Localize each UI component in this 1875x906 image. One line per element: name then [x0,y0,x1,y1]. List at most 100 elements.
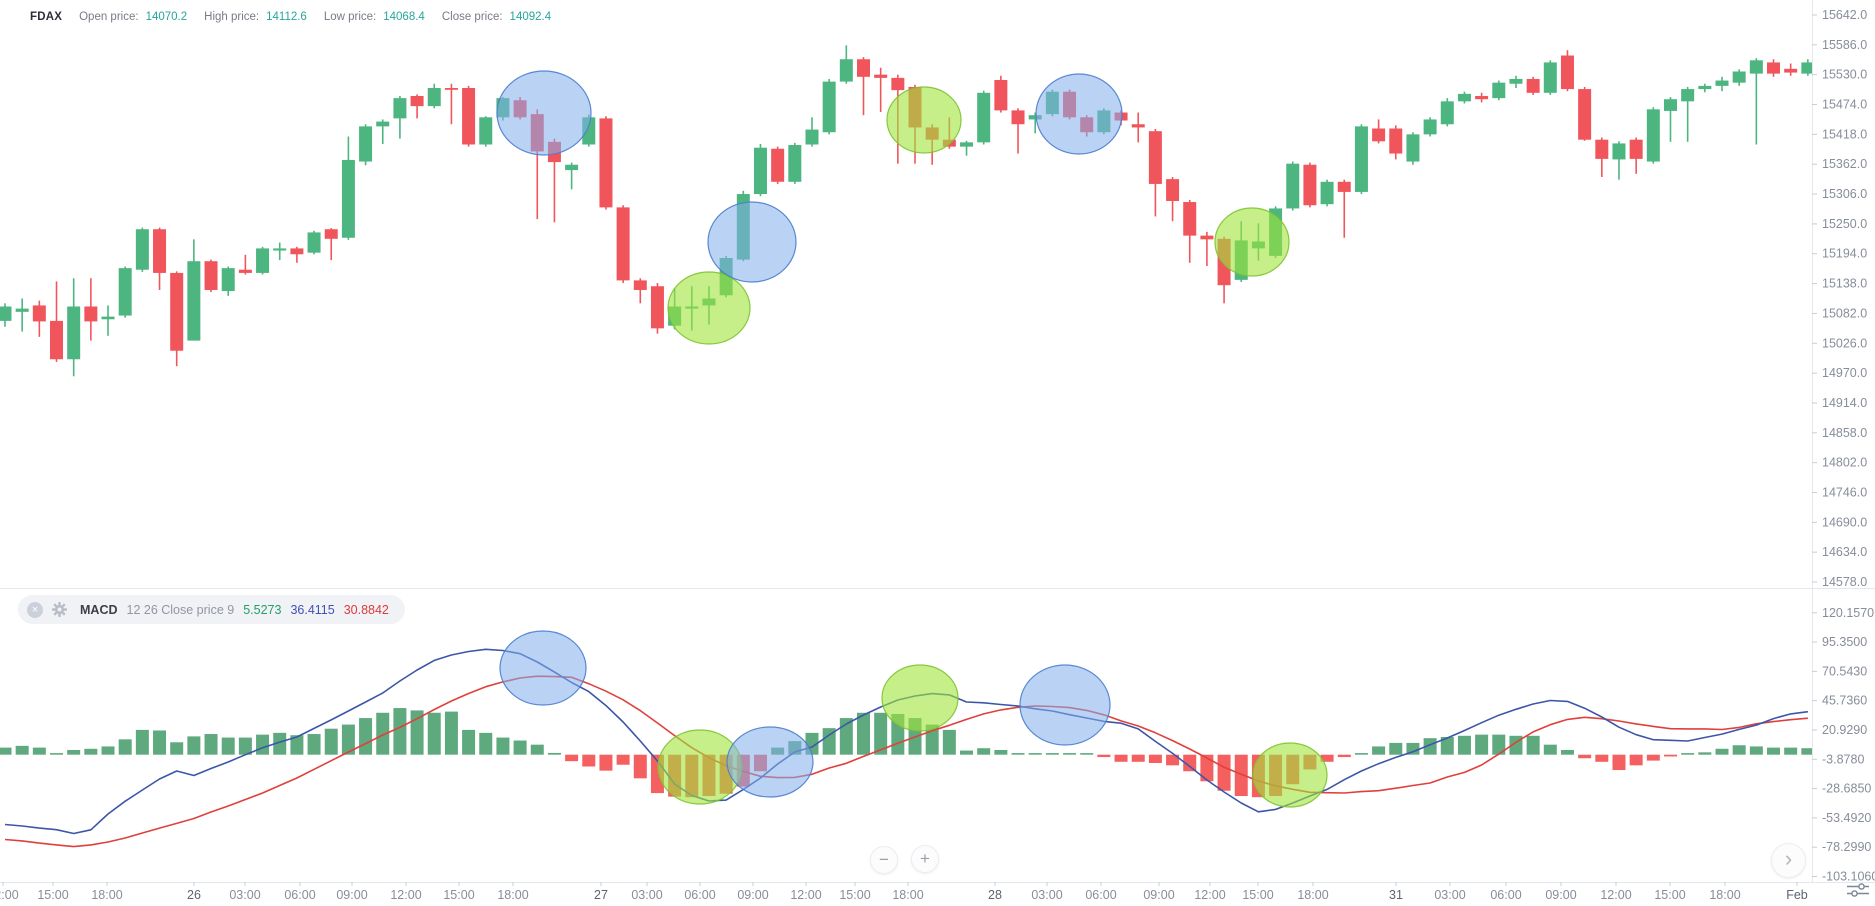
histogram-bar [256,734,270,755]
histogram-bar [1715,748,1729,755]
histogram-bar [1767,747,1781,755]
zoom-in-button[interactable]: + [911,845,939,873]
time-label: 15:00 [1654,888,1685,902]
price-axis[interactable]: 15642.0 15586.0 15530.0 15474.0 15418.0 15362… [1812,8,1867,589]
candle-body [1698,85,1712,90]
time-axis[interactable]: 12:00 15:00 18:00 26 03:00 06:00 09:00 12:00 15:… [0,882,1808,902]
histogram-bar [1612,754,1626,771]
histogram-bar [84,748,98,755]
histogram-bar [1389,742,1403,755]
time-day-label: Feb [1786,888,1808,902]
time-label: 15:00 [37,888,68,902]
highlight-ellipse-green [881,664,959,732]
indicator-settings-gear-icon[interactable] [52,602,67,617]
histogram-bar [462,729,476,755]
macd-legend: × MACD 12 26 Close price 9 5.5273 36.411… [18,595,405,624]
macd-signal-line [4,675,1808,848]
candle-body [1578,89,1592,140]
histogram-bar [565,754,579,762]
candle-body [1406,134,1420,162]
time-label: 06:00 [684,888,715,902]
highlight-ellipse-green [1214,207,1290,277]
time-day-label: 31 [1389,888,1403,902]
candle-body [462,88,476,145]
candle-body [15,308,29,312]
candle-body [1732,71,1746,83]
histogram-bar [273,732,287,755]
candle-body [788,145,802,182]
histogram-bar [1217,754,1231,791]
time-label: 15:00 [839,888,870,902]
indicator-params: 12 26 Close price 9 [126,602,235,617]
candle-body [839,59,853,82]
zoom-out-button[interactable]: − [870,846,898,874]
histogram-bar [1698,752,1712,755]
candle-body [994,80,1008,111]
open-price-value: 14070.2 [145,11,188,23]
price-tick-label: 15138.0 [1822,277,1867,291]
histogram-bar [290,735,304,755]
macd-axis[interactable]: 120.1570 95.3500 70.5430 45.7360 20.9290 -3.8… [1812,606,1875,884]
candle-body [1303,164,1317,206]
time-label: 03:00 [1031,888,1062,902]
macd-tick-label: 20.9290 [1822,723,1867,737]
price-tick-label: 14690.0 [1822,515,1867,529]
histogram-bar [1646,754,1660,761]
open-price-label: Open price: [79,11,139,23]
highlight-ellipse-blue [499,630,587,706]
candle-body [1440,101,1454,125]
candle-body [960,142,974,147]
scroll-right-button[interactable]: › [1771,843,1806,878]
histogram-bar [1354,753,1368,755]
candle-body [67,306,81,360]
remove-indicator-icon[interactable]: × [27,601,43,618]
candle-body [1612,143,1626,160]
candle-body [427,88,441,107]
histogram-bar [1406,742,1420,755]
candle-body [376,121,390,127]
time-day-label: 27 [594,888,608,902]
time-label: 12:00 [0,888,19,902]
histogram-bar [15,745,29,755]
histogram-bar [238,737,252,755]
histogram-bar [496,737,510,755]
time-label: 06:00 [284,888,315,902]
highlight-ellipse-green [667,271,751,345]
histogram-bar [1148,754,1162,763]
close-price-value: 14092.4 [509,11,552,23]
histogram-bar [221,737,235,755]
histogram-bar [1543,744,1557,755]
histogram-bar [1183,754,1197,772]
highlight-ellipse-blue [496,70,592,156]
price-tick-label: 15642.0 [1822,8,1867,22]
time-label: 03:00 [1434,888,1465,902]
time-label: 12:00 [790,888,821,902]
macd-tick-label: -53.4920 [1822,811,1871,825]
minus-icon: − [879,850,889,869]
histogram-bar [1114,754,1128,762]
histogram-bar [994,749,1008,755]
time-label: 12:00 [1194,888,1225,902]
candle-body [1183,202,1197,236]
candle-body [1509,78,1523,84]
candle-body [1646,109,1660,162]
plus-icon: + [920,849,930,868]
histogram-bar [410,710,424,755]
price-tick-label: 14914.0 [1822,396,1867,410]
histogram-bar [204,734,218,755]
histogram-bar [376,712,390,755]
candle-body [101,316,115,320]
candle-body [84,306,98,322]
price-tick-label: 15082.0 [1822,306,1867,320]
candle-body [307,232,321,253]
time-label: 18:00 [1297,888,1328,902]
time-label: 09:00 [737,888,768,902]
histogram-bar [307,734,321,755]
candle-body [153,229,167,273]
candle-body [444,88,458,90]
candle-body [633,280,647,290]
axis-settings-sliders-icon[interactable] [1846,882,1870,903]
candle-body [891,77,905,91]
histogram-bar [1200,754,1214,782]
